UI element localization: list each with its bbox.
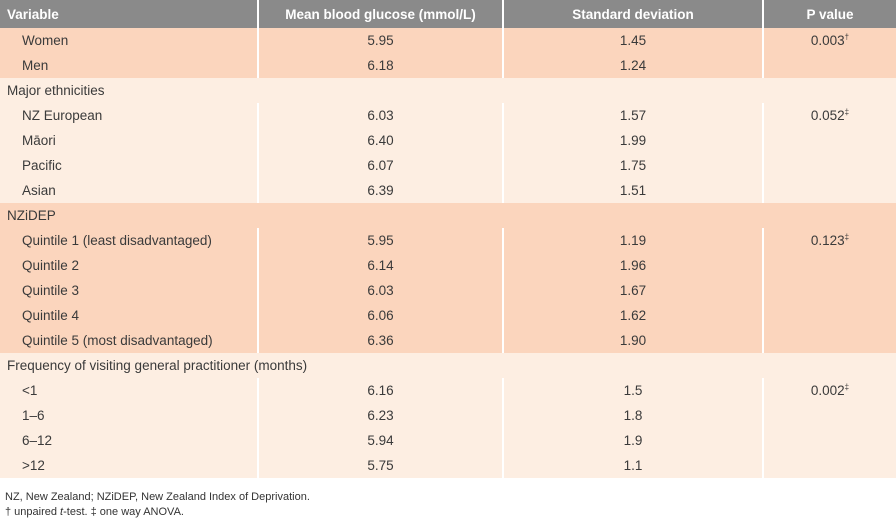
sd-value: 1.99 bbox=[619, 133, 647, 148]
p-value bbox=[764, 178, 896, 203]
table-row: Women 5.95 1.45 0.003† bbox=[0, 28, 896, 53]
p-value bbox=[764, 128, 896, 153]
p-value: 0.003† bbox=[810, 32, 850, 48]
mean-value: 6.16 bbox=[367, 383, 394, 398]
header-sd: Standard deviation bbox=[572, 6, 694, 22]
row-label: NZ European bbox=[22, 108, 103, 123]
footnote-abbreviations: NZ, New Zealand; NZiDEP, New Zealand Ind… bbox=[5, 491, 310, 503]
section-heading: Major ethnicities bbox=[7, 83, 105, 98]
mean-value: 6.23 bbox=[367, 408, 394, 423]
glucose-table: Variable Mean blood glucose (mmol/L) Sta… bbox=[0, 0, 896, 478]
sd-value: 1.90 bbox=[619, 333, 647, 348]
row-label: Quintile 3 bbox=[22, 283, 80, 298]
header-p-value: P value bbox=[806, 6, 854, 22]
mean-value: 6.03 bbox=[367, 108, 394, 123]
mean-value: 6.06 bbox=[367, 308, 394, 323]
section-heading-row: NZiDEP bbox=[0, 203, 896, 228]
section-heading: NZiDEP bbox=[7, 208, 56, 223]
sd-value: 1.8 bbox=[623, 408, 643, 423]
mean-value: 5.95 bbox=[367, 233, 394, 248]
table-row: Quintile 5 (most disadvantaged) 6.36 1.9… bbox=[0, 328, 896, 353]
table-row: 1–6 6.23 1.8 bbox=[0, 403, 896, 428]
sd-value: 1.19 bbox=[619, 233, 647, 248]
sd-value: 1.57 bbox=[619, 108, 647, 123]
p-value bbox=[764, 303, 896, 328]
table-row: Quintile 2 6.14 1.96 bbox=[0, 253, 896, 278]
row-label: 6–12 bbox=[22, 433, 53, 448]
row-label: Quintile 2 bbox=[22, 258, 80, 273]
p-value: 0.002‡ bbox=[810, 382, 850, 398]
sd-value: 1.45 bbox=[619, 33, 647, 48]
mean-value: 6.18 bbox=[367, 58, 394, 73]
mean-value: 5.94 bbox=[367, 433, 394, 448]
row-label: Māori bbox=[22, 133, 56, 148]
p-value bbox=[764, 153, 896, 178]
sd-value: 1.96 bbox=[619, 258, 647, 273]
section-heading: Frequency of visiting general practition… bbox=[7, 358, 308, 373]
row-label: Men bbox=[22, 58, 49, 73]
table-row: <1 6.16 1.5 0.002‡ bbox=[0, 378, 896, 403]
row-label: Asian bbox=[22, 183, 56, 198]
sd-value: 1.24 bbox=[619, 58, 647, 73]
row-label: 1–6 bbox=[22, 408, 45, 423]
section-heading-row: Frequency of visiting general practition… bbox=[0, 353, 896, 378]
section-heading-row: Major ethnicities bbox=[0, 78, 896, 103]
table-row: Quintile 4 6.06 1.62 bbox=[0, 303, 896, 328]
row-label: >12 bbox=[22, 458, 45, 473]
p-value bbox=[764, 428, 896, 453]
sd-value: 1.75 bbox=[619, 158, 647, 173]
table-row: Quintile 1 (least disadvantaged) 5.95 1.… bbox=[0, 228, 896, 253]
p-value: 0.052‡ bbox=[810, 107, 850, 123]
p-value bbox=[764, 403, 896, 428]
sd-value: 1.5 bbox=[623, 383, 643, 398]
mean-value: 6.36 bbox=[367, 333, 394, 348]
header-mean: Mean blood glucose (mmol/L) bbox=[285, 6, 476, 22]
header-row: Variable Mean blood glucose (mmol/L) Sta… bbox=[0, 0, 896, 28]
row-label: Quintile 1 (least disadvantaged) bbox=[22, 233, 212, 248]
mean-value: 6.39 bbox=[367, 183, 394, 198]
table-row: Quintile 3 6.03 1.67 bbox=[0, 278, 896, 303]
table-row: Asian 6.39 1.51 bbox=[0, 178, 896, 203]
row-label: Quintile 4 bbox=[22, 308, 80, 323]
row-label: Quintile 5 (most disadvantaged) bbox=[22, 333, 213, 348]
table-row: NZ European 6.03 1.57 0.052‡ bbox=[0, 103, 896, 128]
footnote-tests: † unpaired t-test. ‡ one way ANOVA. bbox=[5, 506, 184, 518]
mean-value: 6.14 bbox=[367, 258, 394, 273]
p-value bbox=[764, 278, 896, 303]
sd-value: 1.67 bbox=[619, 283, 647, 298]
sd-value: 1.1 bbox=[623, 458, 643, 473]
p-value bbox=[764, 328, 896, 353]
table-row: Māori 6.40 1.99 bbox=[0, 128, 896, 153]
mean-value: 5.95 bbox=[367, 33, 394, 48]
table-row: Pacific 6.07 1.75 bbox=[0, 153, 896, 178]
mean-value: 5.75 bbox=[367, 458, 394, 473]
mean-value: 6.07 bbox=[367, 158, 394, 173]
footnotes: NZ, New Zealand; NZiDEP, New Zealand Ind… bbox=[5, 490, 310, 520]
p-value bbox=[764, 253, 896, 278]
mean-value: 6.40 bbox=[367, 133, 394, 148]
mean-value: 6.03 bbox=[367, 283, 394, 298]
table-row: >12 5.75 1.1 bbox=[0, 453, 896, 478]
sd-value: 1.62 bbox=[619, 308, 647, 323]
header-variable: Variable bbox=[7, 6, 59, 22]
table-row: 6–12 5.94 1.9 bbox=[0, 428, 896, 453]
sd-value: 1.51 bbox=[619, 183, 647, 198]
p-value bbox=[764, 53, 896, 78]
p-value: 0.123‡ bbox=[810, 232, 850, 248]
p-value bbox=[764, 453, 896, 478]
table-row: Men 6.18 1.24 bbox=[0, 53, 896, 78]
row-label: Women bbox=[22, 33, 69, 48]
row-label: Pacific bbox=[22, 158, 62, 173]
sd-value: 1.9 bbox=[623, 433, 643, 448]
row-label: <1 bbox=[22, 383, 38, 398]
